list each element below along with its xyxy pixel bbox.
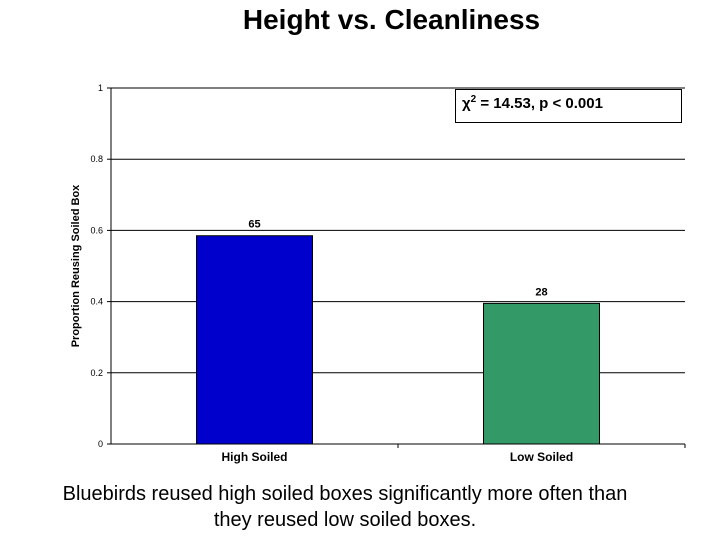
data-label: 65 [248,219,260,231]
bar-chart: 0 0.2 0.4 0.6 0.8 1 Proportion Reusing Soiled … [70,83,686,464]
chi-symbol: χ [462,95,471,112]
y-tick-label: 0.8 [90,154,103,164]
y-axis-label: Proportion Reusing Soiled Box [70,184,82,347]
x-tick-label: Low Soiled [510,450,573,464]
y-tick-label: 0 [98,439,103,449]
statistic-text: = 14.53, p < 0.001 [476,95,603,112]
chart-title: Height vs. Cleanliness [242,4,541,35]
chi-exponent: 2 [470,94,477,105]
caption-line-2: they reused low soiled boxes. [213,509,477,531]
y-tick-label: 1 [98,83,103,93]
bar [483,302,600,445]
x-tick-label: High Soiled [222,450,288,464]
data-label: 28 [535,286,547,298]
bar [196,235,313,445]
y-tick-label: 0.6 [90,225,103,235]
y-tick-label: 0.2 [90,368,103,378]
statistic-box: χ2 = 14.53, p < 0.001 [455,89,682,123]
caption-line-1: Bluebirds reused high soiled boxes signi… [62,483,628,505]
y-tick-label: 0.4 [90,297,103,307]
caption: Bluebirds reused high soiled boxes signi… [0,481,690,533]
